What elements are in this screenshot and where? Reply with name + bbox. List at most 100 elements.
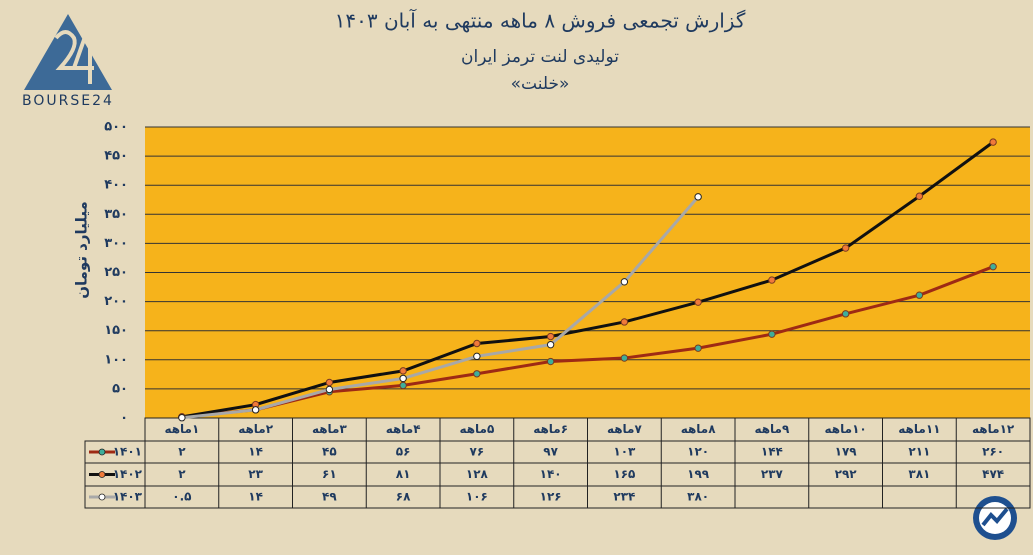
chart-title: گزارش تجمعی فروش ۸ ماهه منتهی به آبان ۱۴… bbox=[335, 8, 746, 33]
legend-marker bbox=[98, 448, 106, 456]
chart-subtitle: «خلنت» bbox=[511, 74, 570, 94]
table-value: ۲ bbox=[178, 467, 186, 481]
y-tick-label: ۱۰۰ bbox=[104, 352, 128, 367]
table-value: ۲۱۱ bbox=[908, 445, 930, 459]
series-line bbox=[181, 140, 995, 419]
y-tick-label: ۰ bbox=[120, 411, 128, 426]
x-tick-label: ۱۰ماهه bbox=[825, 422, 867, 436]
table-value: ۰.۵ bbox=[172, 490, 191, 504]
table-value: ۱۰۶ bbox=[466, 490, 488, 504]
table-value: ۳۸۰ bbox=[687, 490, 709, 504]
x-tick-label: ۲ماهه bbox=[238, 422, 274, 436]
table-value: ۱۴۰ bbox=[540, 467, 562, 481]
legend-label: ۱۴۰۱ bbox=[113, 445, 142, 459]
data-point bbox=[399, 381, 407, 390]
table-value: ۲ bbox=[178, 445, 186, 459]
x-tick-label: ۱۱ماهه bbox=[898, 422, 940, 436]
data-point bbox=[546, 332, 555, 341]
y-tick-label: ۵۰ bbox=[112, 381, 128, 396]
table-value: ۱۲۶ bbox=[540, 490, 562, 504]
table-value: ۱۴۴ bbox=[761, 445, 783, 459]
data-point bbox=[841, 310, 850, 318]
data-point bbox=[473, 339, 481, 348]
table-value: ۳۸۱ bbox=[908, 467, 930, 481]
chart-subtitle: تولیدی لنت ترمز ایران bbox=[461, 47, 619, 67]
data-point bbox=[325, 378, 334, 387]
y-tick-label: ۳۵۰ bbox=[104, 207, 128, 222]
data-point bbox=[546, 357, 555, 366]
data-point bbox=[399, 367, 407, 375]
y-tick-label: ۲۵۰ bbox=[104, 265, 128, 280]
logo-text: BOURSE24 bbox=[22, 93, 114, 109]
data-point bbox=[251, 406, 260, 414]
series-line bbox=[181, 195, 700, 420]
x-tick-label: ۱ماهه bbox=[164, 422, 199, 436]
table-value: ۵۶ bbox=[396, 445, 411, 459]
table-value: ۹۷ bbox=[543, 445, 558, 459]
x-tick-label: ۹ماهه bbox=[754, 422, 790, 436]
table-value: ۲۳۴ bbox=[613, 490, 635, 504]
data-point bbox=[915, 291, 924, 299]
data-point bbox=[841, 244, 850, 252]
table-value: ۱۲۸ bbox=[466, 467, 489, 481]
data-point bbox=[399, 374, 407, 383]
data-point bbox=[473, 370, 481, 378]
series-line bbox=[181, 265, 994, 419]
data-point bbox=[325, 385, 334, 394]
data-point bbox=[178, 414, 186, 422]
logo: BOURSE24 bbox=[22, 14, 114, 109]
y-tick-label: ۳۰۰ bbox=[104, 236, 128, 251]
table-value: ۶۱ bbox=[322, 467, 337, 481]
table-value: ۱۶۵ bbox=[613, 467, 635, 481]
data-point bbox=[620, 318, 629, 326]
legend-label: ۱۴۰۳ bbox=[113, 490, 143, 504]
table-value: ۷۶ bbox=[470, 445, 485, 459]
data-point bbox=[546, 340, 555, 349]
table-value: ۲۳۷ bbox=[761, 467, 784, 481]
table-value: ۴۵ bbox=[322, 445, 337, 459]
badge-arrow bbox=[981, 507, 1009, 527]
table-value: ۴۹ bbox=[322, 490, 337, 504]
legend-label: ۱۴۰۲ bbox=[113, 467, 143, 481]
table-value: ۱۹۹ bbox=[687, 467, 710, 481]
y-tick-label: ۵۰۰ bbox=[104, 120, 128, 135]
table-value: ۱۷۹ bbox=[835, 445, 858, 459]
table-value: ۲۹۲ bbox=[835, 467, 858, 481]
data-point bbox=[694, 344, 702, 352]
data-point bbox=[768, 330, 776, 338]
table-value: ۱۲۰ bbox=[687, 445, 709, 459]
x-tick-label: ۷ماهه bbox=[607, 422, 643, 436]
table-value: ۴۷۴ bbox=[982, 467, 1004, 481]
data-point bbox=[768, 276, 776, 284]
data-point bbox=[989, 262, 997, 271]
x-tick-label: ۵ماهه bbox=[459, 422, 494, 436]
x-tick-label: ۴ماهه bbox=[386, 422, 421, 436]
y-tick-label: ۴۰۰ bbox=[104, 178, 128, 193]
data-point bbox=[620, 354, 629, 362]
data-point bbox=[620, 278, 629, 286]
y-axis-label: میلیارد تومان bbox=[73, 201, 91, 299]
table-value: ۱۴ bbox=[248, 445, 263, 459]
data-point bbox=[473, 352, 481, 361]
data-point bbox=[989, 138, 997, 146]
data-point bbox=[694, 298, 702, 306]
badge bbox=[973, 496, 1017, 540]
y-tick-label: ۲۰۰ bbox=[104, 294, 128, 309]
y-tick-label: ۴۵۰ bbox=[104, 149, 128, 164]
y-tick-label: ۱۵۰ bbox=[104, 323, 128, 338]
data-point bbox=[915, 192, 924, 200]
table-value: ۱۰۳ bbox=[613, 445, 636, 459]
table-value: ۲۶۰ bbox=[982, 445, 1004, 459]
x-tick-label: ۱۲ماهه bbox=[972, 422, 1015, 436]
table-value: ۸۱ bbox=[396, 467, 411, 481]
table-value: ۶۸ bbox=[396, 490, 411, 504]
table-value: ۲۳ bbox=[248, 467, 263, 481]
x-tick-label: ۶ماهه bbox=[533, 422, 568, 436]
x-tick-label: ۸ماهه bbox=[681, 422, 717, 436]
data-point bbox=[694, 193, 702, 201]
legend-marker bbox=[98, 471, 106, 478]
legend-marker bbox=[98, 493, 106, 501]
table-value: ۱۴ bbox=[248, 490, 263, 504]
logo-mark bbox=[54, 30, 94, 84]
